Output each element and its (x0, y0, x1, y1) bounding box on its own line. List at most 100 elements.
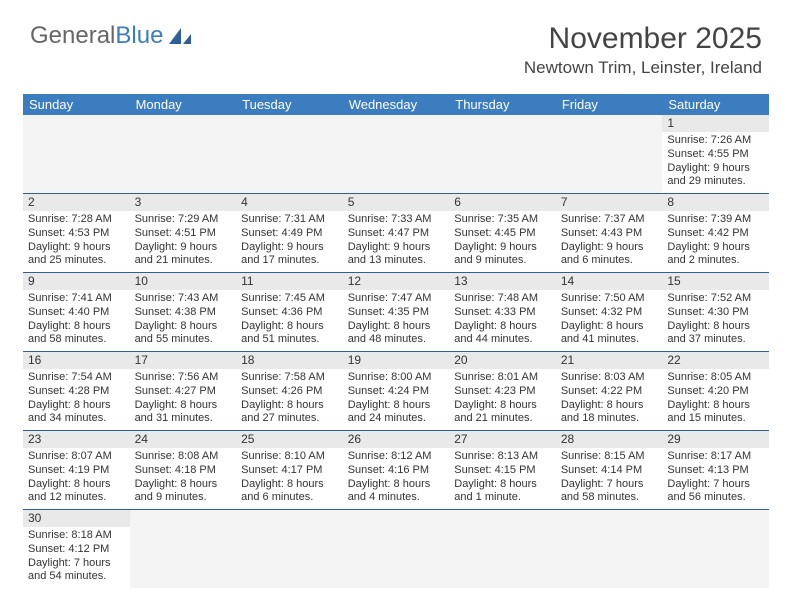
daylight-text: and 17 minutes. (241, 254, 338, 268)
weekday-header-row: Sunday Monday Tuesday Wednesday Thursday… (23, 94, 769, 115)
day-number: 19 (343, 352, 450, 369)
daylight-text: Daylight: 9 hours (561, 241, 658, 255)
logo-text-1: General (30, 22, 115, 50)
weekday-header: Sunday (23, 94, 130, 115)
calendar-day-cell (236, 510, 343, 589)
daylight-text: Daylight: 9 hours (28, 241, 125, 255)
weekday-header: Monday (130, 94, 237, 115)
sunrise-text: Sunrise: 7:47 AM (348, 292, 445, 306)
calendar-day-cell: 11Sunrise: 7:45 AMSunset: 4:36 PMDayligh… (236, 273, 343, 352)
day-number: 11 (236, 273, 343, 290)
day-number: 1 (662, 115, 769, 132)
calendar-day-cell (130, 115, 237, 194)
weekday-header: Tuesday (236, 94, 343, 115)
daylight-text: Daylight: 8 hours (454, 399, 551, 413)
daylight-text: and 25 minutes. (28, 254, 125, 268)
daylight-text: and 34 minutes. (28, 412, 125, 426)
sunrise-text: Sunrise: 8:01 AM (454, 371, 551, 385)
daylight-text: and 27 minutes. (241, 412, 338, 426)
daylight-text: and 15 minutes. (667, 412, 764, 426)
sunset-text: Sunset: 4:28 PM (28, 385, 125, 399)
day-number: 29 (662, 431, 769, 448)
day-number: 28 (556, 431, 663, 448)
calendar-day-cell: 30Sunrise: 8:18 AMSunset: 4:12 PMDayligh… (23, 510, 130, 589)
calendar-day-cell (236, 115, 343, 194)
calendar-day-cell: 5Sunrise: 7:33 AMSunset: 4:47 PMDaylight… (343, 194, 450, 273)
sunrise-text: Sunrise: 7:54 AM (28, 371, 125, 385)
sunset-text: Sunset: 4:22 PM (561, 385, 658, 399)
calendar-day-cell: 27Sunrise: 8:13 AMSunset: 4:15 PMDayligh… (449, 431, 556, 510)
weekday-header: Thursday (449, 94, 556, 115)
sunrise-text: Sunrise: 7:45 AM (241, 292, 338, 306)
day-number: 14 (556, 273, 663, 290)
calendar-day-cell: 12Sunrise: 7:47 AMSunset: 4:35 PMDayligh… (343, 273, 450, 352)
calendar-day-cell: 22Sunrise: 8:05 AMSunset: 4:20 PMDayligh… (662, 352, 769, 431)
daylight-text: Daylight: 8 hours (454, 320, 551, 334)
daylight-text: Daylight: 8 hours (667, 320, 764, 334)
sunrise-text: Sunrise: 7:58 AM (241, 371, 338, 385)
calendar-day-cell (449, 115, 556, 194)
calendar-day-cell: 19Sunrise: 8:00 AMSunset: 4:24 PMDayligh… (343, 352, 450, 431)
calendar-day-cell: 2Sunrise: 7:28 AMSunset: 4:53 PMDaylight… (23, 194, 130, 273)
daylight-text: Daylight: 8 hours (241, 478, 338, 492)
day-number: 13 (449, 273, 556, 290)
calendar-day-cell: 15Sunrise: 7:52 AMSunset: 4:30 PMDayligh… (662, 273, 769, 352)
sunset-text: Sunset: 4:45 PM (454, 227, 551, 241)
calendar-day-cell: 9Sunrise: 7:41 AMSunset: 4:40 PMDaylight… (23, 273, 130, 352)
daylight-text: and 58 minutes. (561, 491, 658, 505)
daylight-text: and 37 minutes. (667, 333, 764, 347)
calendar-week-row: 23Sunrise: 8:07 AMSunset: 4:19 PMDayligh… (23, 431, 769, 510)
calendar-day-cell: 21Sunrise: 8:03 AMSunset: 4:22 PMDayligh… (556, 352, 663, 431)
daylight-text: and 48 minutes. (348, 333, 445, 347)
weekday-header: Saturday (662, 94, 769, 115)
calendar-day-cell: 8Sunrise: 7:39 AMSunset: 4:42 PMDaylight… (662, 194, 769, 273)
sunrise-text: Sunrise: 8:05 AM (667, 371, 764, 385)
weekday-header: Friday (556, 94, 663, 115)
daylight-text: and 54 minutes. (28, 570, 125, 584)
daylight-text: Daylight: 9 hours (348, 241, 445, 255)
calendar-day-cell: 26Sunrise: 8:12 AMSunset: 4:16 PMDayligh… (343, 431, 450, 510)
daylight-text: and 55 minutes. (135, 333, 232, 347)
day-number: 23 (23, 431, 130, 448)
daylight-text: and 31 minutes. (135, 412, 232, 426)
day-number: 16 (23, 352, 130, 369)
daylight-text: Daylight: 8 hours (135, 320, 232, 334)
daylight-text: and 1 minute. (454, 491, 551, 505)
calendar-day-cell: 28Sunrise: 8:15 AMSunset: 4:14 PMDayligh… (556, 431, 663, 510)
calendar-day-cell (449, 510, 556, 589)
page-title: November 2025 (524, 22, 762, 56)
sunset-text: Sunset: 4:40 PM (28, 306, 125, 320)
sunset-text: Sunset: 4:42 PM (667, 227, 764, 241)
sunrise-text: Sunrise: 7:39 AM (667, 213, 764, 227)
daylight-text: and 29 minutes. (667, 175, 764, 189)
sunrise-text: Sunrise: 8:13 AM (454, 450, 551, 464)
calendar-week-row: 9Sunrise: 7:41 AMSunset: 4:40 PMDaylight… (23, 273, 769, 352)
daylight-text: and 21 minutes. (454, 412, 551, 426)
sunrise-text: Sunrise: 7:48 AM (454, 292, 551, 306)
day-number: 4 (236, 194, 343, 211)
sunset-text: Sunset: 4:38 PM (135, 306, 232, 320)
daylight-text: Daylight: 8 hours (561, 399, 658, 413)
sunset-text: Sunset: 4:47 PM (348, 227, 445, 241)
daylight-text: Daylight: 8 hours (241, 399, 338, 413)
daylight-text: and 4 minutes. (348, 491, 445, 505)
day-number: 7 (556, 194, 663, 211)
sunrise-text: Sunrise: 8:12 AM (348, 450, 445, 464)
sunset-text: Sunset: 4:17 PM (241, 464, 338, 478)
calendar-day-cell: 23Sunrise: 8:07 AMSunset: 4:19 PMDayligh… (23, 431, 130, 510)
day-number: 2 (23, 194, 130, 211)
sunset-text: Sunset: 4:15 PM (454, 464, 551, 478)
daylight-text: Daylight: 8 hours (348, 478, 445, 492)
logo-text-2: Blue (115, 22, 163, 50)
daylight-text: Daylight: 9 hours (667, 241, 764, 255)
sunrise-text: Sunrise: 8:15 AM (561, 450, 658, 464)
sunrise-text: Sunrise: 7:50 AM (561, 292, 658, 306)
sunset-text: Sunset: 4:24 PM (348, 385, 445, 399)
calendar-day-cell: 7Sunrise: 7:37 AMSunset: 4:43 PMDaylight… (556, 194, 663, 273)
day-number: 22 (662, 352, 769, 369)
day-number: 3 (130, 194, 237, 211)
daylight-text: Daylight: 8 hours (28, 478, 125, 492)
daylight-text: and 44 minutes. (454, 333, 551, 347)
daylight-text: and 6 minutes. (241, 491, 338, 505)
sunset-text: Sunset: 4:18 PM (135, 464, 232, 478)
